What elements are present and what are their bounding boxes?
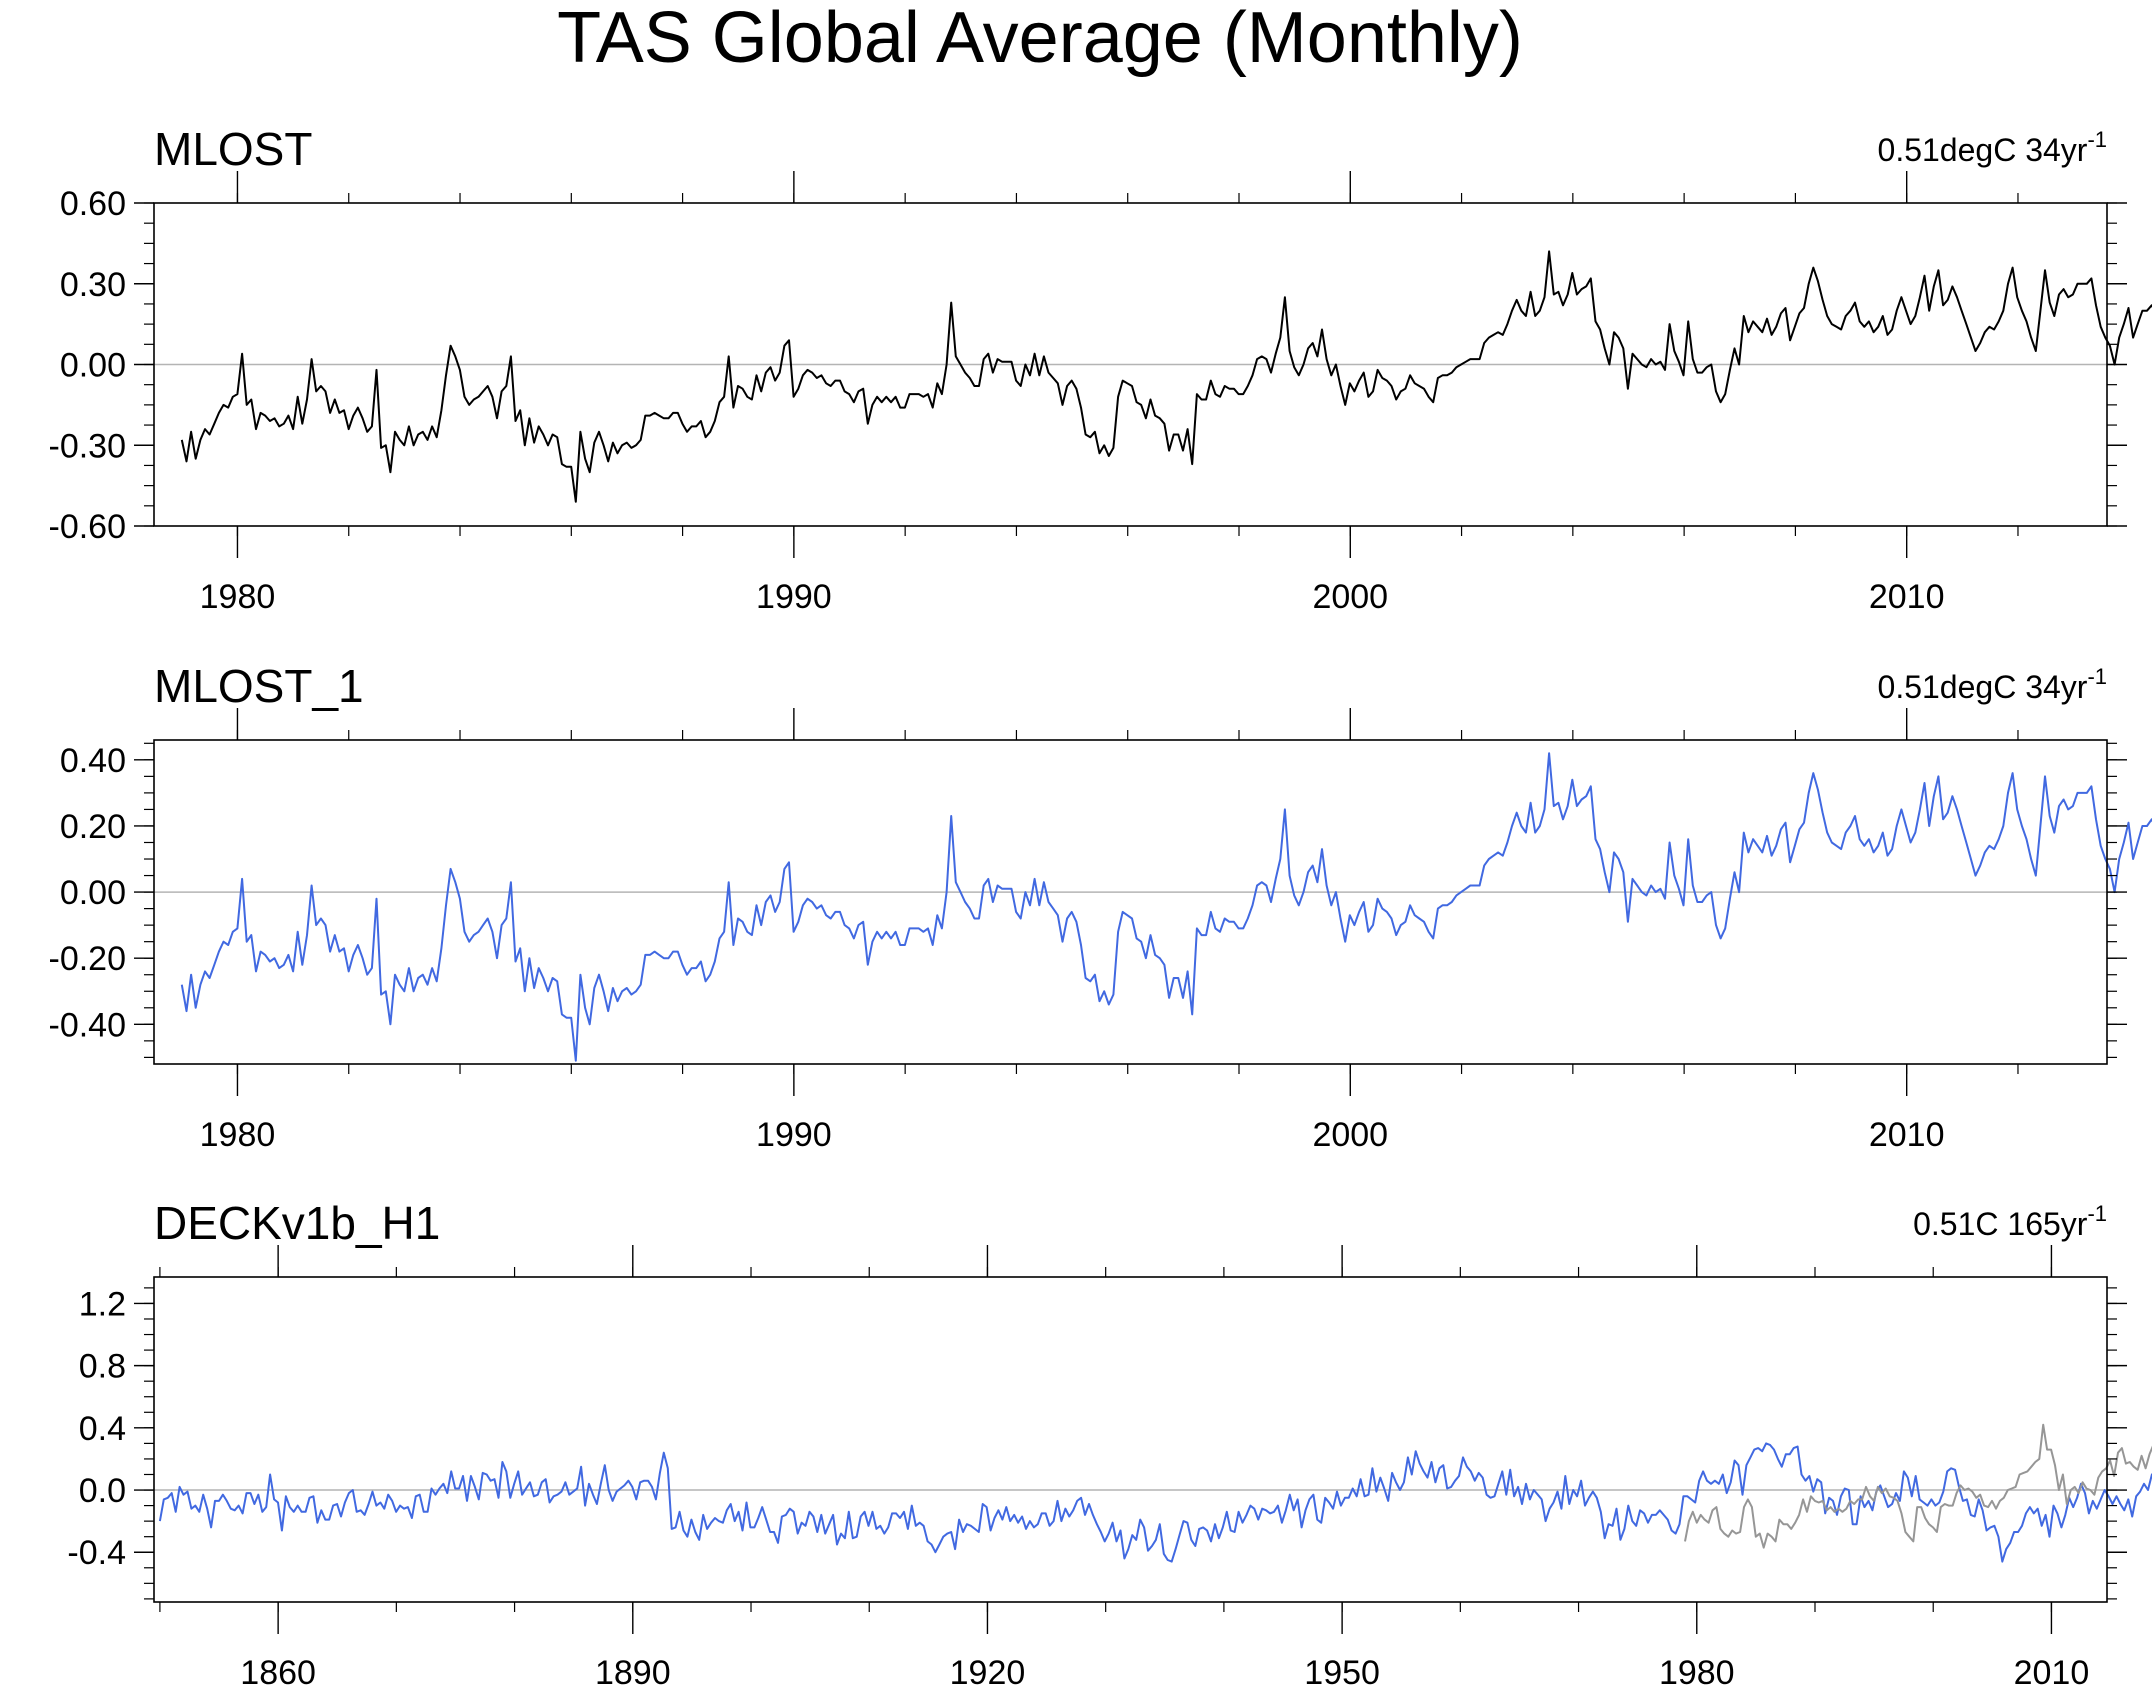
y-tick-label: -0.60 bbox=[49, 508, 127, 546]
x-tick-label: 2010 bbox=[1869, 578, 1945, 616]
panel-title: MLOST_1 bbox=[154, 660, 364, 712]
y-tick-label: -0.40 bbox=[49, 1006, 127, 1044]
x-tick-label: 1980 bbox=[200, 1116, 276, 1154]
series-line-mlost bbox=[180, 250, 2152, 503]
y-tick-label: 0.00 bbox=[60, 874, 126, 912]
x-tick-label: 2010 bbox=[1869, 1116, 1945, 1154]
trend-value: 0.51degC 34yr bbox=[1878, 669, 2088, 705]
trend-exponent: -1 bbox=[2087, 664, 2107, 689]
panel-1: MLOST 0.51degC 34yr-1 0.60 0.30 0.00 -0.30 -0.… bbox=[49, 123, 2152, 616]
x-tick-label: 1860 bbox=[240, 1654, 316, 1692]
panel-title: MLOST bbox=[154, 123, 312, 175]
plot-frame bbox=[153, 1276, 2108, 1603]
panel-title: DECKv1b_H1 bbox=[154, 1197, 440, 1249]
y-tick-label: 0.8 bbox=[79, 1348, 126, 1386]
trend-value: 0.51C 165yr bbox=[1913, 1206, 2088, 1242]
figure-title: TAS Global Average (Monthly) bbox=[557, 0, 1523, 78]
y-tick-label: 0.60 bbox=[60, 185, 126, 223]
panel-3: DECKv1b_H1 0.51C 165yr-1 1.2 0.8 0.4 0.0 -0.4 1… bbox=[67, 1197, 2152, 1692]
x-tick-label: 1990 bbox=[756, 578, 832, 616]
x-tick-label: 1950 bbox=[1304, 1654, 1380, 1692]
plot-frame bbox=[153, 739, 2108, 1065]
x-tick-label: 1980 bbox=[1659, 1654, 1735, 1692]
y-tick-label: 0.0 bbox=[79, 1472, 126, 1510]
trend-exponent: -1 bbox=[2087, 1201, 2107, 1226]
y-tick-label: -0.20 bbox=[49, 940, 127, 978]
series-line-mlost bbox=[1684, 1423, 2152, 1549]
x-tick-label: 2000 bbox=[1312, 578, 1388, 616]
trend-label: 0.51degC 34yr-1 bbox=[1878, 127, 2107, 168]
trend-value: 0.51degC 34yr bbox=[1878, 132, 2088, 168]
x-tick-label: 1890 bbox=[595, 1654, 671, 1692]
y-tick-label: 1.2 bbox=[79, 1285, 126, 1323]
series-line-deckv1b_h1 bbox=[158, 1442, 2152, 1563]
y-tick-label: 0.20 bbox=[60, 808, 126, 846]
y-tick-label: 0.4 bbox=[79, 1410, 126, 1448]
y-tick-label: 0.30 bbox=[60, 266, 126, 304]
panel-2: MLOST_1 0.51degC 34yr-1 0.40 0.20 0.00 -0.20 -… bbox=[49, 660, 2152, 1154]
trend-label: 0.51C 165yr-1 bbox=[1913, 1201, 2107, 1242]
x-tick-label: 2000 bbox=[1312, 1116, 1388, 1154]
y-tick-label: 0.00 bbox=[60, 347, 126, 385]
x-tick-label: 1990 bbox=[756, 1116, 832, 1154]
y-tick-label: -0.4 bbox=[67, 1534, 126, 1572]
trend-exponent: -1 bbox=[2087, 127, 2107, 152]
series-line-mlost_1 bbox=[180, 752, 2152, 1062]
x-tick-label: 1920 bbox=[950, 1654, 1026, 1692]
x-tick-label: 2010 bbox=[2014, 1654, 2090, 1692]
x-tick-label: 1980 bbox=[200, 578, 276, 616]
y-tick-label: 0.40 bbox=[60, 742, 126, 780]
trend-label: 0.51degC 34yr-1 bbox=[1878, 664, 2107, 705]
y-tick-label: -0.30 bbox=[49, 427, 127, 465]
